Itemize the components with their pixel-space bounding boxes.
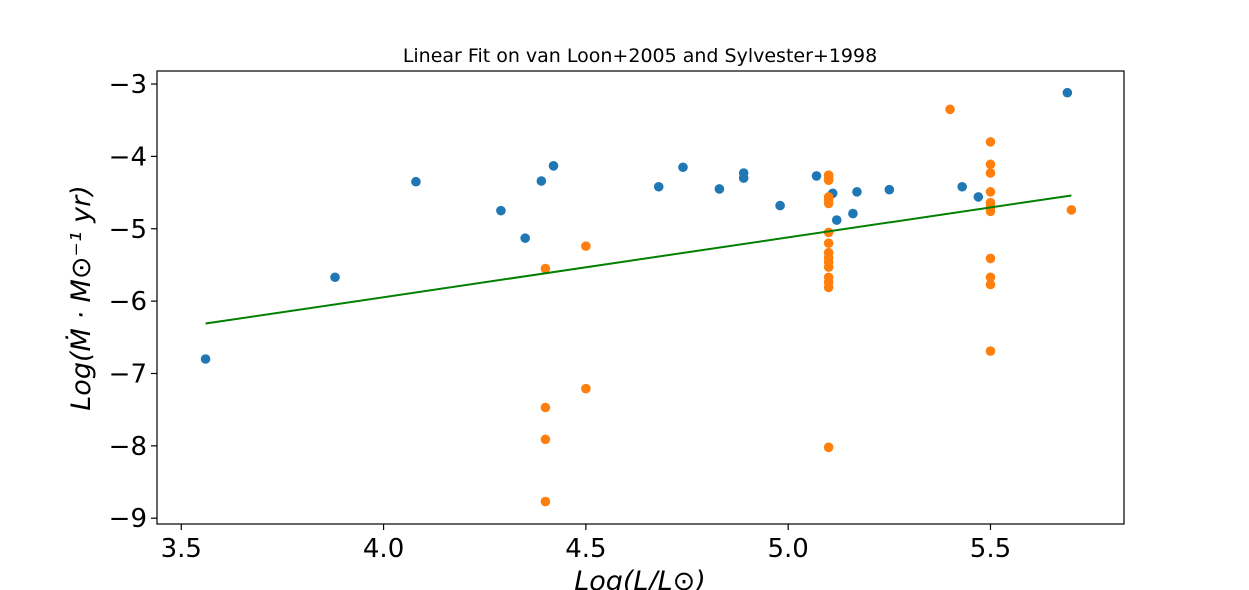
y-tick-label: −6: [109, 287, 147, 317]
data-point-series-1: [852, 187, 862, 197]
data-point-series-2: [823, 198, 834, 209]
data-point-series-1: [884, 184, 895, 195]
data-point-series-2: [540, 263, 551, 274]
x-tick-label: 5.5: [970, 534, 1011, 564]
data-point-series-2: [985, 272, 996, 283]
data-point-series-2: [985, 137, 996, 147]
data-point-series-1: [848, 208, 858, 219]
data-point-series-1: [411, 176, 421, 187]
y-tick-label: −9: [109, 504, 147, 534]
y-axis: −3 −4 −5 −6 −7 −8 −9: [109, 70, 157, 534]
data-point-series-1: [714, 184, 725, 194]
data-point-series-2: [581, 383, 591, 394]
data-point-series-2: [1066, 205, 1077, 215]
x-tick-label: 4.5: [565, 534, 606, 564]
data-point-series-2: [985, 159, 996, 170]
y-axis-label: Log(Ṁ · M⊙⁻¹ yr): [65, 185, 97, 410]
data-point-series-1: [775, 200, 785, 211]
x-tick-label: 5.0: [768, 534, 809, 564]
plot-area: [200, 87, 1077, 507]
data-point-series-2: [985, 168, 996, 178]
fit-line: [205, 194, 1072, 325]
data-point-series-1: [811, 171, 822, 181]
plot-frame: [156, 70, 1125, 525]
x-axis: 3.5 4.0 4.5 5.0 5.5: [161, 524, 1011, 564]
y-tick-label: −5: [109, 215, 147, 245]
data-point-series-2: [823, 262, 834, 272]
y-tick-label: −3: [109, 70, 147, 100]
data-point-series-2: [581, 241, 591, 251]
data-point-series-2: [823, 282, 834, 293]
data-point-series-1: [678, 162, 688, 173]
data-point-series-2: [540, 402, 551, 413]
data-point-series-1: [738, 173, 749, 183]
data-point-series-1: [957, 181, 967, 192]
data-point-series-1: [831, 215, 842, 225]
data-point-series-1: [200, 354, 211, 364]
y-tick-label: −7: [109, 359, 147, 389]
data-point-series-1: [330, 272, 340, 283]
data-point-series-2: [985, 206, 996, 217]
y-tick-label: −4: [109, 142, 147, 172]
data-point-series-1: [1062, 87, 1073, 98]
data-point-series-1: [548, 160, 559, 171]
data-point-series-2: [985, 346, 996, 356]
data-point-series-2: [540, 496, 551, 507]
data-point-series-1: [536, 176, 547, 186]
data-point-series-1: [520, 233, 530, 243]
x-axis-label: Log(L/L⊙): [574, 566, 706, 590]
data-point-series-1: [496, 205, 506, 216]
x-tick-label: 4.0: [363, 534, 404, 564]
x-tick-label: 3.5: [161, 534, 202, 564]
data-point-series-1: [973, 192, 984, 202]
data-point-series-2: [945, 104, 955, 115]
y-tick-label: −8: [109, 432, 147, 462]
data-point-series-2: [823, 175, 834, 186]
data-point-series-2: [985, 187, 996, 197]
data-point-series-2: [823, 238, 834, 249]
chart-title: Linear Fit on van Loon+2005 and Sylveste…: [403, 45, 877, 67]
data-point-series-2: [985, 253, 996, 264]
data-point-series-2: [540, 434, 551, 445]
data-point-series-1: [653, 181, 664, 192]
data-point-series-2: [985, 279, 996, 290]
data-point-series-2: [823, 442, 834, 453]
